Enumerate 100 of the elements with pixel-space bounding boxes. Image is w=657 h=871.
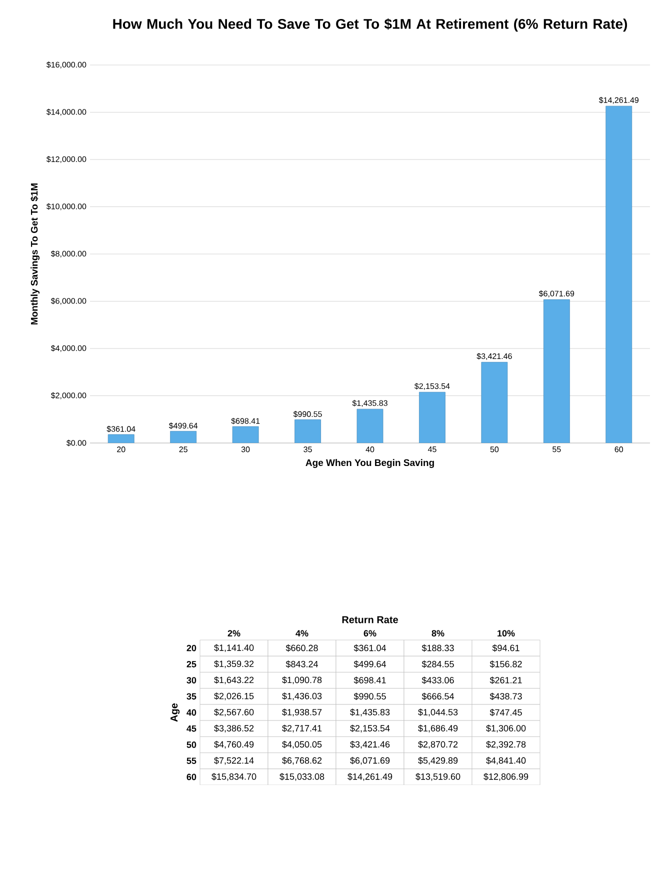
text: $1,938.57 (282, 708, 322, 716)
text: $666.54 (422, 692, 454, 700)
text: $15,033.08 (280, 773, 324, 781)
x-tick-label: 6% (364, 630, 376, 636)
text: $2,870.72 (418, 740, 458, 749)
text: $3,421.46 (350, 740, 390, 749)
y-tick-label: $14,000.00 (46, 108, 86, 116)
text: $1,435.83 (350, 708, 390, 716)
chart-title: How Much You Need To Save To Get To $1M At Retirement (6% Return Rate) (113, 18, 628, 32)
x-tick-label: 50 (490, 446, 499, 452)
data-label: $3,421.46 (476, 353, 512, 360)
text: $7,522.14 (214, 756, 254, 765)
text: $261.21 (490, 676, 522, 684)
y-axis-title: Monthly Savings To Get To $1M (30, 184, 40, 324)
data-label: $6,071.69 (538, 290, 574, 298)
x-tick-label: 30 (241, 446, 250, 452)
text: $156.82 (490, 660, 522, 668)
text: $2,717.41 (282, 724, 322, 733)
text: $698.41 (354, 676, 386, 684)
y-axis-title: Age (170, 703, 180, 722)
x-tick-label: 60 (614, 446, 624, 452)
text: $94.61 (492, 644, 520, 652)
y-tick-label: $12,000.00 (46, 156, 86, 163)
y-tick-label: 60 (186, 774, 196, 780)
text: $1,686.49 (418, 724, 458, 733)
text: $4,760.49 (214, 740, 254, 749)
text: $13,519.60 (416, 773, 460, 781)
text: $15,834.70 (212, 773, 256, 781)
y-tick-label: 20 (186, 644, 196, 652)
x-axis-title: Age When You Begin Saving (306, 459, 434, 468)
text: $1,359.32 (214, 660, 254, 668)
text: $4,050.05 (282, 740, 322, 749)
x-tick-label: 45 (428, 446, 436, 452)
text: $1,436.03 (282, 692, 322, 700)
data-label: $2,153.54 (414, 382, 450, 390)
text: $1,643.22 (214, 676, 254, 684)
y-tick-label: $4,000.00 (50, 345, 86, 352)
y-tick-label: 25 (186, 660, 196, 668)
y-tick-label: 40 (186, 709, 196, 716)
text: $499.64 (354, 660, 386, 668)
y-tick-label: $10,000.00 (46, 203, 86, 210)
text: $747.45 (490, 708, 522, 716)
text: $14,261.49 (348, 773, 392, 781)
x-tick-label: 40 (366, 446, 374, 452)
text: $12,806.99 (484, 773, 528, 781)
data-label: $361.04 (106, 426, 136, 432)
text: $284.55 (422, 660, 454, 668)
text: $660.28 (286, 644, 318, 652)
bar (419, 392, 446, 443)
y-tick-label: $0.00 (66, 440, 86, 446)
y-tick-label: 45 (186, 725, 196, 732)
text: $1,141.40 (214, 644, 254, 652)
x-tick-label: 4% (296, 630, 308, 636)
text: $1,306.00 (486, 724, 526, 733)
bar (170, 430, 197, 443)
text: $361.04 (354, 644, 386, 652)
text: $2,392.78 (486, 740, 526, 749)
y-tick-label: $6,000.00 (50, 298, 86, 305)
bar (294, 419, 321, 443)
data-label: $1,435.83 (352, 400, 388, 407)
x-tick-label: 55 (552, 446, 561, 452)
y-tick-label: 55 (186, 758, 196, 764)
text: $2,567.60 (214, 708, 254, 716)
data-label: $499.64 (168, 422, 198, 429)
text: $843.24 (286, 660, 318, 668)
text: $2,026.15 (214, 692, 254, 700)
bar (108, 434, 134, 443)
y-tick-label: 35 (186, 693, 196, 700)
y-tick-label: $8,000.00 (50, 250, 86, 258)
y-tick-label: 50 (186, 742, 196, 748)
text: $1,090.78 (282, 676, 322, 684)
data-label: $14,261.49 (598, 96, 639, 104)
text: $1,044.53 (418, 708, 458, 716)
data-label: $698.41 (231, 418, 260, 424)
x-tick-label: 8% (432, 630, 444, 636)
x-tick-label: 35 (304, 446, 312, 452)
bar (232, 426, 259, 443)
x-tick-label: 2% (228, 630, 240, 636)
y-tick-label: 30 (186, 677, 196, 684)
bar (356, 408, 384, 443)
text: $990.55 (354, 692, 386, 700)
text: $433.06 (422, 676, 454, 684)
text: $2,153.54 (350, 724, 390, 733)
text: $6,768.62 (282, 756, 322, 765)
y-tick-label: $16,000.00 (46, 62, 86, 68)
text: $4,841.40 (486, 756, 526, 765)
data-label: $990.55 (293, 410, 322, 418)
text: $5,429.89 (418, 756, 458, 765)
text: $188.33 (422, 644, 454, 652)
x-tick-label: 10% (498, 630, 515, 636)
x-axis-title: Return Rate (342, 616, 398, 624)
bar (481, 362, 508, 443)
x-tick-label: 20 (117, 446, 126, 452)
y-tick-label: $2,000.00 (50, 392, 86, 400)
text: $438.73 (490, 692, 522, 700)
x-tick-label: 25 (179, 446, 188, 452)
text: $3,386.52 (214, 724, 254, 733)
bar (543, 299, 570, 443)
bar (606, 106, 632, 443)
text: $6,071.69 (350, 756, 390, 765)
